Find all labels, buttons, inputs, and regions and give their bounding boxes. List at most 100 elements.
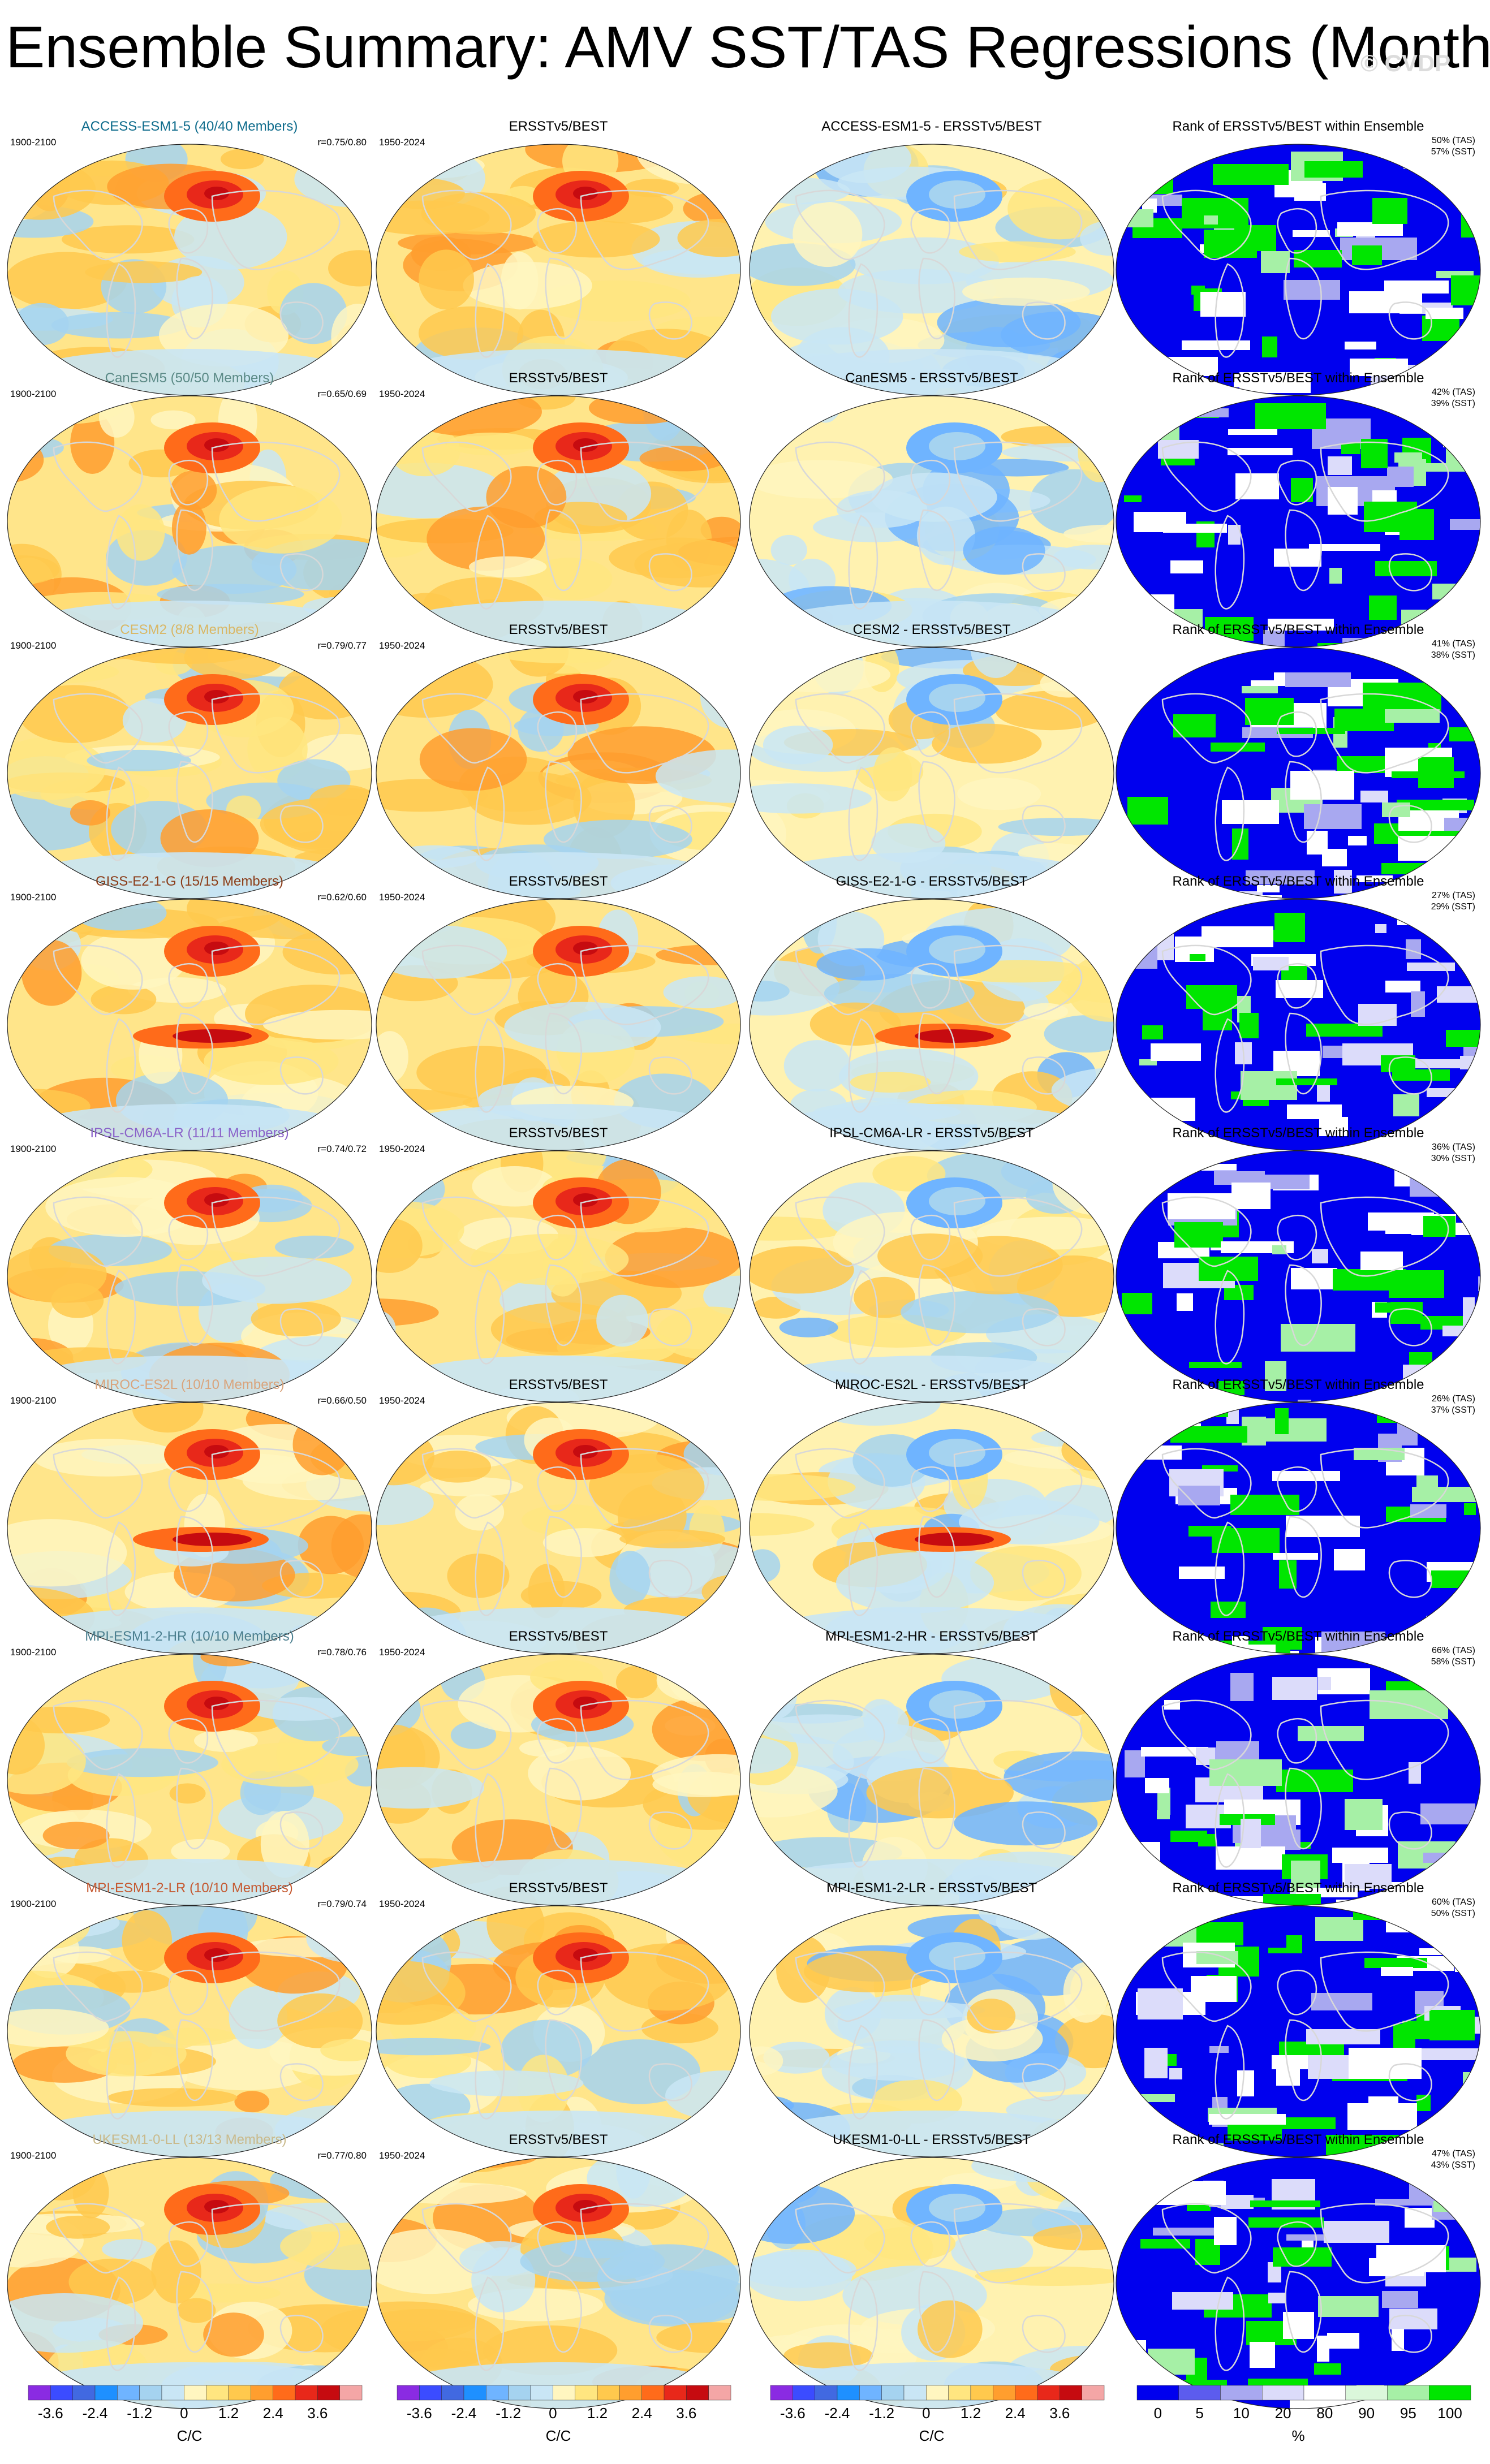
colorbar-tick-label: 1.2 [218, 2405, 239, 2422]
global-map [7, 144, 372, 396]
map-field [1116, 2157, 1480, 2409]
cvdp-watermark: © CVDP [1360, 50, 1451, 76]
model-panel: ACCESS-ESM1-5 (40/40 Members) 1900-2100 r=… [6, 119, 373, 396]
rank-label: Rank of ERSSTv5/BEST within Ensemble [1172, 874, 1424, 889]
colorbar-tick-label: 1.2 [960, 2405, 981, 2422]
model-label: CanESM5 (50/50 Members) [105, 370, 274, 386]
map-field [7, 1906, 372, 2157]
colorbar-tick-label: 3.6 [307, 2405, 328, 2422]
global-map [7, 1402, 372, 1654]
model-panel: CanESM5 (50/50 Members) 1900-2100 r=0.65/0… [6, 370, 373, 648]
colorbar-tick-label: 80 [1316, 2405, 1333, 2422]
rank-panel: Rank of ERSSTv5/BEST within Ensemble 66% … [1114, 1629, 1482, 1906]
global-map [7, 1150, 372, 1403]
global-map [749, 144, 1114, 396]
map-outline [1116, 144, 1481, 396]
map-outline [1116, 1654, 1481, 1906]
map-outline [1116, 1402, 1481, 1654]
global-map [1116, 1905, 1481, 2157]
correlation-label: r=0.77/0.80 [317, 2150, 367, 2161]
global-map [1116, 395, 1481, 648]
colorbar-tick-label: 3.6 [1049, 2405, 1070, 2422]
global-map [749, 2157, 1114, 2409]
global-map [376, 395, 741, 648]
colorbar-swatch [793, 2385, 815, 2401]
model-label: CESM2 (8/8 Members) [120, 622, 259, 637]
global-map [7, 2157, 372, 2409]
map-outline [376, 144, 741, 396]
model-panel: MPI-ESM1-2-HR (10/10 Members) 1900-2100 r=… [6, 1629, 373, 1906]
rank-panel: Rank of ERSSTv5/BEST within Ensemble 26% … [1114, 1377, 1482, 1654]
page-title: Ensemble Summary: AMV SST/TAS Regression… [6, 15, 1490, 80]
colorbar-swatch [251, 2385, 273, 2401]
diff-panel: ACCESS-ESM1-5 - ERSSTv5/BEST [748, 119, 1116, 396]
colorbar-swatch [295, 2385, 318, 2401]
regression-colorbar: -3.6 -2.4 -1.2 0 1.2 2.4 3.6 C/C [374, 2381, 742, 2444]
map-outline [749, 1150, 1114, 1403]
rank-tas: 26% (TAS) [1431, 1394, 1475, 1404]
global-map [376, 144, 741, 396]
correlation-label: r=0.78/0.76 [317, 1647, 367, 1658]
map-outline [749, 1402, 1114, 1654]
map-outline [7, 647, 372, 899]
global-map [7, 647, 372, 899]
model-label: MIROC-ES2L (10/10 Members) [94, 1377, 285, 1392]
map-outline [1116, 1905, 1481, 2157]
year-range: 1900-2100 [10, 1395, 57, 1406]
diff-label: UKESM1-0-LL - ERSSTv5/BEST [833, 2132, 1031, 2147]
map-outline [376, 899, 741, 1151]
colorbar-swatch [486, 2385, 509, 2401]
colorbar-swatch [575, 2385, 598, 2401]
global-map [749, 647, 1114, 899]
colorbar-swatch [993, 2385, 1015, 2401]
colorbar-swatch [597, 2385, 620, 2401]
diff-panel: GISS-E2-1-G - ERSSTv5/BEST [748, 874, 1116, 1151]
map-field [7, 648, 372, 899]
colorbar-swatch [1015, 2385, 1038, 2401]
map-outline [7, 144, 372, 396]
rank-panel: Rank of ERSSTv5/BEST within Ensemble 60% … [1114, 1880, 1482, 2157]
map-field [750, 1906, 1114, 2157]
year-range: 1900-2100 [10, 389, 57, 399]
rank-tas: 42% (TAS) [1431, 387, 1475, 397]
colorbar-swatches [770, 2385, 1105, 2401]
colorbar-tick-label: 10 [1233, 2405, 1250, 2422]
model-label: MPI-ESM1-2-HR (10/10 Members) [85, 1629, 294, 1644]
global-map [1116, 647, 1481, 899]
colorbar-swatch [770, 2385, 793, 2401]
obs-panel: ERSSTv5/BEST 1950-2024 [374, 874, 742, 1151]
colorbar-swatch [837, 2385, 860, 2401]
diff-label: IPSL-CM6A-LR - ERSSTv5/BEST [829, 1125, 1034, 1141]
year-range: 1900-2100 [10, 1898, 57, 1909]
map-outline [376, 2157, 741, 2409]
rank-colorbar: 0 5 10 20 80 90 95 100% [1114, 2381, 1482, 2444]
correlation-label: r=0.62/0.60 [317, 892, 367, 903]
colorbar-swatch [553, 2385, 575, 2401]
year-range: 1950-2024 [379, 1647, 425, 1658]
colorbar-swatches [28, 2385, 363, 2401]
colorbar-tick-label: -2.4 [82, 2405, 108, 2422]
global-map [7, 395, 372, 648]
global-map [376, 899, 741, 1151]
colorbar-swatch [463, 2385, 486, 2401]
map-field [7, 1151, 372, 1402]
colorbar-swatch [184, 2385, 206, 2401]
obs-panel: ERSSTv5/BEST 1950-2024 [374, 370, 742, 648]
map-outline [749, 1654, 1114, 1906]
colorbar-unit: C/C [919, 2427, 945, 2444]
colorbar-unit: C/C [176, 2427, 203, 2444]
colorbar-tick-label: 2.4 [631, 2405, 652, 2422]
colorbar-swatch [228, 2385, 251, 2401]
diff-panel: MPI-ESM1-2-LR - ERSSTv5/BEST [748, 1880, 1116, 2157]
map-outline [749, 144, 1114, 396]
obs-panel: ERSSTv5/BEST 1950-2024 [374, 1880, 742, 2157]
colorbar-swatch [339, 2385, 363, 2401]
year-range: 1950-2024 [379, 1395, 425, 1406]
map-outline [376, 1905, 741, 2157]
obs-label: ERSSTv5/BEST [509, 1880, 608, 1896]
colorbar-swatch [619, 2385, 642, 2401]
rank-sst: 30% (SST) [1431, 1154, 1475, 1163]
global-map [1116, 144, 1481, 396]
colorbar-tick-label: 0 [922, 2405, 931, 2422]
year-range: 1950-2024 [379, 389, 425, 399]
